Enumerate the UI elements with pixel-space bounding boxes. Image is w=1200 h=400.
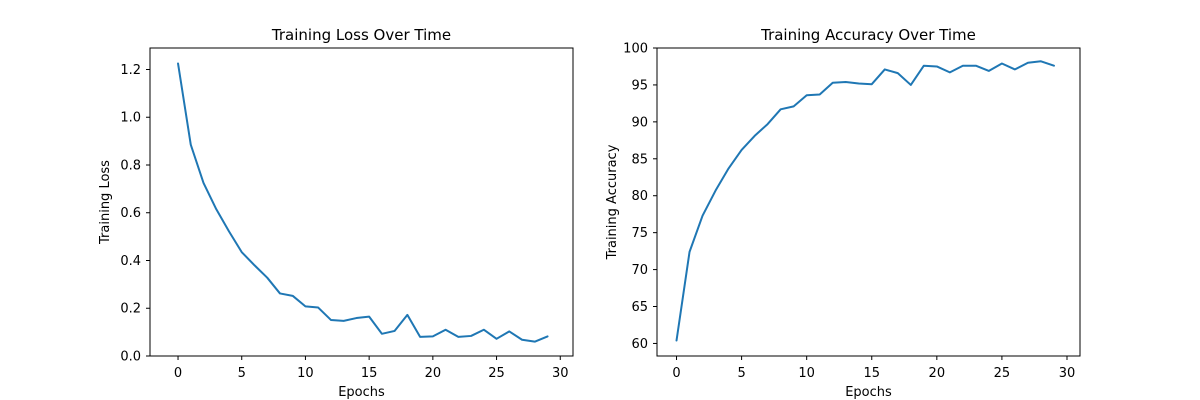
y-tick-label: 100 — [623, 42, 648, 57]
x-tick-label: 20 — [929, 366, 946, 381]
y-tick-label: 0.2 — [120, 302, 141, 317]
y-axis-label: Training Loss — [98, 160, 113, 245]
y-tick-label: 70 — [631, 263, 648, 278]
x-tick-label: 15 — [361, 366, 378, 381]
y-tick-label: 80 — [631, 189, 648, 204]
y-tick-label: 0.0 — [120, 350, 141, 365]
chart-title: Training Loss Over Time — [271, 26, 451, 44]
x-tick-label: 0 — [672, 366, 680, 381]
y-tick-label: 1.0 — [120, 111, 141, 126]
x-axis-label: Epochs — [338, 385, 385, 400]
x-tick-label: 15 — [863, 366, 880, 381]
x-tick-label: 0 — [174, 366, 182, 381]
x-tick-label: 30 — [552, 366, 569, 381]
x-tick-label: 5 — [737, 366, 745, 381]
x-tick-label: 20 — [425, 366, 442, 381]
series-line-0 — [177, 62, 549, 343]
y-tick-label: 75 — [631, 226, 648, 241]
y-tick-label: 95 — [631, 78, 648, 93]
y-tick-label: 1.2 — [120, 63, 141, 78]
x-tick-label: 10 — [798, 366, 815, 381]
x-tick-label: 10 — [297, 366, 314, 381]
y-tick-label: 90 — [631, 115, 648, 130]
x-tick-label: 5 — [238, 366, 246, 381]
x-axis-label: Epochs — [845, 385, 892, 400]
plot-frame — [656, 47, 1081, 357]
x-tick-label: 25 — [488, 366, 505, 381]
plot-frame — [149, 47, 574, 357]
series-line-0 — [675, 60, 1055, 342]
y-tick-label: 60 — [631, 337, 648, 352]
chart-title: Training Accuracy Over Time — [760, 26, 976, 44]
chart-panel-0: 0 5 10 15 20 25 30 0.0 0.2 0.4 0.6 0.8 1.0 1.2 Trainin… — [98, 26, 574, 400]
y-axis-label: Training Accuracy — [605, 144, 620, 260]
y-tick-label: 0.4 — [120, 254, 141, 269]
x-tick-label: 25 — [994, 366, 1011, 381]
x-tick-label: 30 — [1059, 366, 1076, 381]
y-tick-label: 85 — [631, 152, 648, 167]
y-tick-label: 0.6 — [120, 206, 141, 221]
y-tick-label: 0.8 — [120, 158, 141, 173]
y-tick-label: 65 — [631, 300, 648, 315]
chart-panel-1: 0 5 10 15 20 25 30 60 65 70 75 80 85 90 95 100 Training … — [605, 26, 1081, 400]
